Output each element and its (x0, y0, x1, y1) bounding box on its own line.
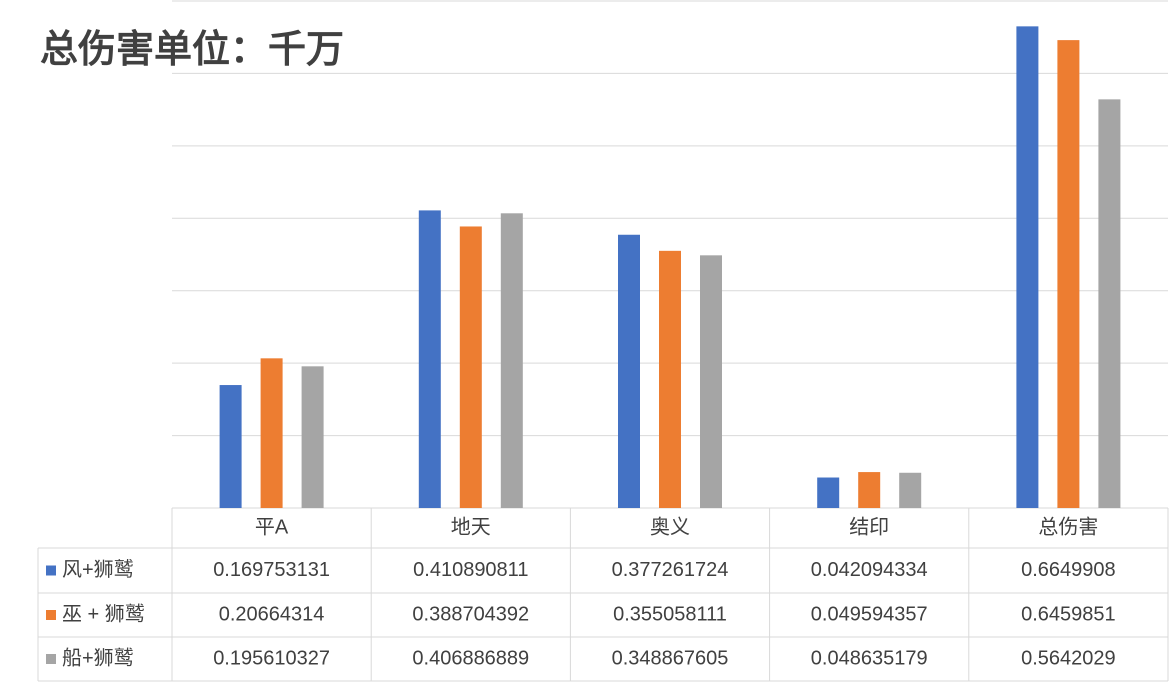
table-value: 0.355058111 (613, 603, 727, 625)
table-value: 0.377261724 (612, 559, 729, 581)
bar (700, 255, 722, 508)
bar (459, 226, 482, 508)
table-value: 0.042094334 (811, 559, 928, 581)
table-value: 0.169753131 (213, 559, 330, 581)
legend-label: 风+狮鹫 (62, 558, 134, 581)
legend-label: 巫 + 狮鹫 (62, 602, 145, 625)
table-value: 0.406886889 (412, 647, 529, 669)
legend-label: 船+狮鹫 (62, 646, 134, 669)
table-value: 0.6459851 (1021, 603, 1116, 625)
table-value: 0.5642029 (1021, 647, 1116, 669)
x-tick-label: 地天 (451, 515, 491, 538)
bar (1098, 99, 1121, 508)
table-value: 0.6649908 (1021, 559, 1116, 581)
chart-title: 总伤害单位：千万 (40, 29, 344, 71)
table-value: 0.195610327 (213, 647, 330, 669)
table-value: 0.388704392 (412, 603, 529, 625)
table-value: 0.049594357 (811, 603, 928, 625)
bar (219, 385, 242, 508)
bar (618, 234, 640, 508)
legend-swatch (46, 565, 56, 576)
bar (1016, 26, 1039, 509)
table-value: 0.048635179 (811, 647, 928, 669)
x-tick-label: 总伤害 (1038, 515, 1098, 538)
x-tick-label: 奥义 (650, 515, 690, 538)
bar (301, 366, 324, 508)
bar (817, 477, 840, 508)
x-tick-label: 结印 (849, 515, 889, 538)
table-value: 0.348867605 (612, 647, 729, 669)
x-tick-label: 平A (255, 516, 289, 538)
bar (418, 210, 441, 509)
bar (659, 250, 681, 508)
legend-swatch (46, 610, 56, 620)
bar (858, 472, 881, 508)
table-value: 0.20664314 (219, 603, 325, 625)
bar (1057, 40, 1080, 508)
bar (500, 213, 523, 508)
table-value: 0.410890811 (413, 559, 528, 581)
bar (899, 472, 922, 508)
legend-swatch (46, 654, 56, 664)
bar (260, 358, 283, 508)
